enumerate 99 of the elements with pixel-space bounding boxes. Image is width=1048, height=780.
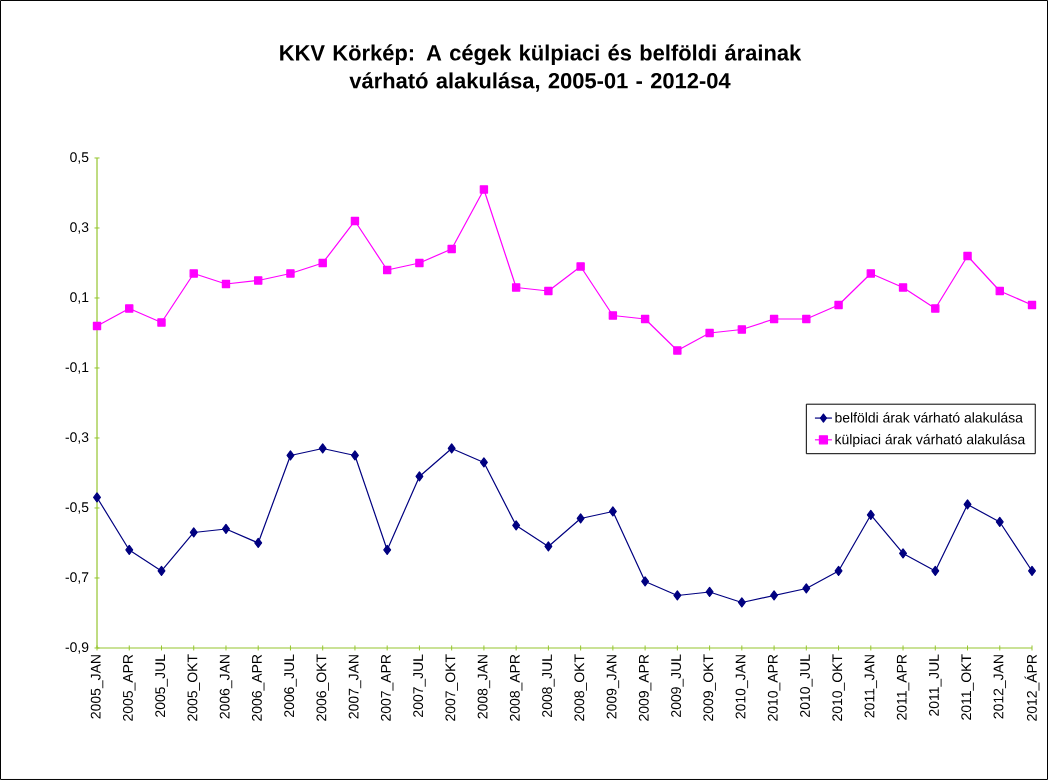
point [737, 325, 747, 334]
point [802, 583, 811, 594]
point [1027, 300, 1037, 310]
point [705, 586, 714, 598]
x-tick-label: 2005_APR [122, 654, 136, 721]
point [157, 318, 166, 327]
x-tick-label: 2006_APR [251, 654, 265, 721]
point [318, 258, 327, 268]
point [576, 513, 585, 524]
x-tick-label: 2007_JAN [348, 655, 362, 719]
x-tick-label: 2006_JUL [284, 654, 297, 717]
point [254, 276, 263, 285]
point [931, 304, 940, 313]
point [995, 286, 1004, 296]
point [640, 314, 650, 324]
y-tick-label: 0,1 [70, 292, 89, 304]
point [866, 509, 875, 521]
point [447, 244, 456, 254]
x-tick-label: 2012_JAN [993, 655, 1007, 719]
chart-title: KKV Körkép: A cégek külpiaci és belföldi árainak várható alakulása, 2005-01 - 2012-04 [280, 44, 802, 92]
point [608, 311, 618, 320]
point [415, 471, 424, 482]
x-tick-label: 2009_APR [638, 654, 652, 721]
y-tick-label: 0,3 [70, 222, 89, 234]
point [834, 565, 843, 577]
point [383, 544, 392, 556]
point [318, 443, 327, 454]
point [415, 258, 424, 268]
x-tick-label: 2007_OKT [445, 654, 458, 721]
point [254, 537, 263, 549]
point [898, 283, 908, 292]
point [769, 314, 779, 324]
legend-label: külpiaci árak várható alakulása [835, 433, 1026, 448]
y-tick-label: -0,3 [65, 432, 89, 444]
point [125, 304, 134, 313]
legend-label: belföldi árak várható alakulása [835, 412, 1023, 423]
point [963, 499, 972, 510]
point [350, 450, 359, 461]
point [705, 328, 714, 338]
x-tick-label: 2011_OKT [961, 654, 974, 720]
point [93, 492, 101, 503]
point [286, 450, 295, 461]
x-tick-label: 2009_JAN [606, 655, 620, 719]
x-tick-label: 2012_ÁPR [1024, 654, 1040, 721]
point [866, 269, 875, 278]
x-tick-label: 2008_JUL [542, 654, 555, 717]
point [544, 286, 553, 296]
point [576, 262, 585, 271]
x-tick-label: 2010_JAN [735, 655, 749, 719]
point [447, 443, 456, 454]
point [673, 346, 682, 355]
point [544, 541, 553, 552]
point [608, 506, 617, 517]
point [641, 576, 650, 587]
x-tick-label: 2008_JAN [477, 655, 491, 719]
point [802, 314, 811, 324]
point [157, 565, 166, 577]
point [995, 516, 1004, 528]
point [479, 457, 488, 468]
point [899, 548, 908, 559]
point [737, 597, 746, 608]
y-tick-label: -0,1 [65, 362, 89, 374]
point [189, 269, 198, 278]
x-tick-label: 2011_JUL [929, 654, 942, 716]
x-tick-label: 2005_JUL [155, 654, 168, 717]
x-tick-label: 2009_JUL [671, 654, 684, 717]
point [963, 251, 972, 261]
x-tick-label: 2010_JUL [800, 654, 813, 717]
point [512, 520, 521, 531]
x-tick-label: 2005_JAN [90, 655, 104, 719]
point [382, 265, 392, 275]
x-tick-label: 2007_JUL [413, 654, 426, 717]
x-tick-label: 2005_OKT [187, 654, 200, 721]
x-tick-label: 2010_APR [767, 654, 781, 721]
point [931, 565, 940, 577]
point [92, 321, 102, 331]
point [286, 269, 295, 278]
point [479, 185, 489, 194]
x-tick-label: 2008_APR [509, 654, 523, 721]
x-tick-label: 2011_JAN [864, 655, 878, 718]
y-tick-label: -0,5 [65, 502, 89, 514]
point [770, 590, 779, 601]
x-tick-label: 2007_APR [380, 654, 394, 721]
y-tick-label: -0,7 [65, 572, 89, 584]
x-tick-label: 2009_OKT [703, 654, 716, 721]
x-tick-label: 2008_OKT [574, 654, 587, 721]
point [189, 527, 198, 538]
x-tick-label: 2011_APR [896, 654, 910, 720]
point [125, 544, 134, 556]
point [673, 590, 682, 601]
x-tick-label: 2006_JAN [219, 655, 233, 719]
point [511, 283, 521, 292]
point [221, 279, 231, 289]
point [350, 216, 360, 226]
point [834, 300, 843, 310]
x-tick-label: 2010_OKT [832, 654, 845, 721]
y-tick-label: -0,9 [65, 642, 89, 654]
x-tick-label: 2006_OKT [316, 654, 329, 721]
y-tick-label: 0,5 [70, 152, 89, 164]
